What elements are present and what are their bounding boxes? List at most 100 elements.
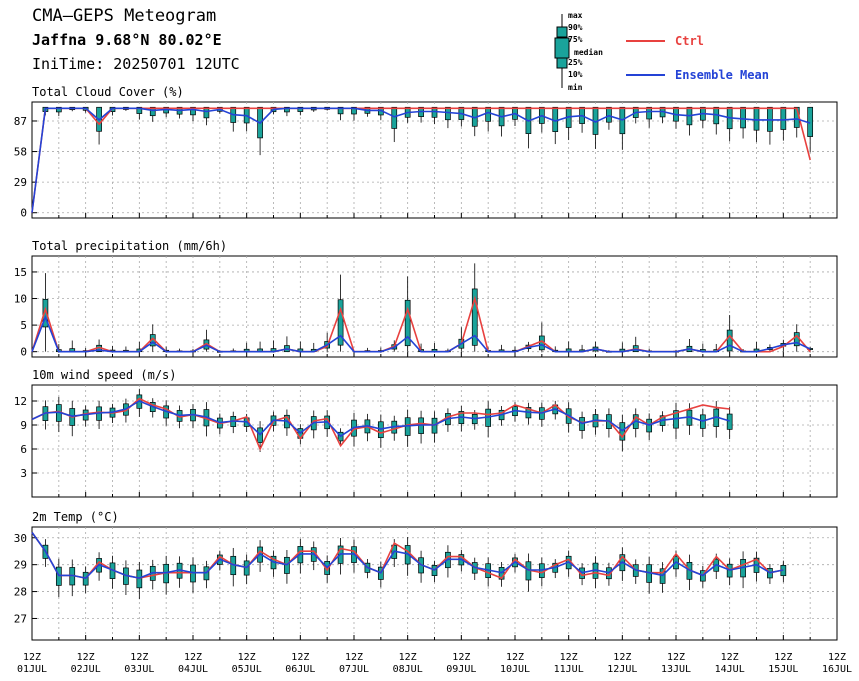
- panel-title: Total precipitation (mm/6h): [32, 239, 227, 253]
- x-tick-date: 07JUL: [339, 664, 369, 675]
- panel-1: [31, 255, 838, 358]
- box: [136, 106, 143, 114]
- box: [190, 564, 196, 583]
- box: [726, 329, 733, 352]
- box: [471, 288, 478, 346]
- key-label-2: 75%: [568, 35, 583, 44]
- panel-2: [31, 384, 838, 498]
- series-mean-line: [31, 531, 784, 579]
- x-tick-date: 01JUL: [17, 664, 47, 675]
- x-tick-hour: 12Z: [291, 652, 309, 663]
- box: [404, 299, 411, 347]
- key-box-lower: [556, 57, 568, 69]
- series-ctrl-line: [31, 107, 811, 213]
- box: [606, 106, 612, 123]
- x-tick-hour: 12Z: [399, 652, 417, 663]
- y-tick-label: 10: [14, 293, 27, 306]
- x-tick-hour: 12Z: [667, 652, 685, 663]
- x-tick-date: 11JUL: [554, 664, 584, 675]
- series-ctrl-line: [31, 397, 730, 451]
- x-tick-date: 10JUL: [500, 664, 530, 675]
- box: [780, 106, 787, 130]
- x-tick-hour: 12Z: [613, 652, 631, 663]
- panel-title: Total Cloud Cover (%): [32, 85, 184, 99]
- y-tick-label: 58: [14, 146, 27, 159]
- key-box-center: [554, 37, 570, 59]
- x-tick-date: 15JUL: [768, 664, 798, 675]
- legend-ctrl-label: Ctrl: [675, 34, 704, 48]
- chart-title: CMA—GEPS Meteogram: [32, 6, 217, 26]
- x-tick-hour: 12Z: [77, 652, 95, 663]
- x-tick-date: 12JUL: [607, 664, 637, 675]
- series-mean-line: [31, 314, 811, 353]
- x-tick-hour: 12Z: [828, 652, 846, 663]
- x-tick-hour: 12Z: [184, 652, 202, 663]
- x-tick-date: 06JUL: [285, 664, 315, 675]
- y-tick-label: 9: [20, 419, 27, 432]
- box: [55, 106, 62, 113]
- key-label-1: 90%: [568, 23, 583, 32]
- location-label: Jaffna 9.68°N 80.02°E: [32, 31, 222, 49]
- box: [391, 106, 398, 129]
- series-mean-line: [31, 107, 811, 213]
- x-tick-hour: 12Z: [774, 652, 792, 663]
- box: [190, 106, 196, 116]
- panel-3: [31, 526, 838, 641]
- x-tick-date: 05JUL: [232, 664, 262, 675]
- x-tick-hour: 12Z: [23, 652, 41, 663]
- panel-title: 10m wind speed (m/s): [32, 368, 177, 382]
- x-tick-date: 14JUL: [715, 664, 745, 675]
- key-label-4: 25%: [568, 58, 583, 67]
- x-tick-hour: 12Z: [506, 652, 524, 663]
- box: [485, 106, 492, 122]
- y-tick-label: 5: [20, 319, 27, 332]
- y-tick-label: 30: [14, 532, 27, 545]
- y-tick-label: 0: [20, 207, 27, 220]
- x-tick-date: 09JUL: [446, 664, 476, 675]
- box: [149, 106, 156, 117]
- box: [337, 299, 344, 346]
- legend-mean-label: Ensemble Mean: [675, 68, 769, 82]
- key-label-5: 10%: [568, 70, 583, 79]
- x-tick-date: 16JUL: [822, 664, 852, 675]
- box: [42, 298, 49, 328]
- box: [753, 106, 760, 131]
- box: [284, 106, 290, 113]
- panel-0: [31, 101, 838, 219]
- x-tick-date: 08JUL: [393, 664, 423, 675]
- x-tick-hour: 12Z: [721, 652, 739, 663]
- box: [297, 106, 304, 112]
- y-tick-label: 29: [14, 176, 27, 189]
- x-tick-hour: 12Z: [238, 652, 256, 663]
- box: [445, 106, 451, 121]
- y-tick-label: 15: [14, 266, 27, 279]
- x-tick-hour: 12Z: [560, 652, 578, 663]
- key-box-upper: [556, 26, 568, 38]
- key-label-3: median: [574, 47, 603, 57]
- box: [55, 566, 62, 586]
- key-label-0: max: [568, 11, 583, 20]
- x-tick-date: 03JUL: [124, 664, 154, 675]
- box: [646, 106, 653, 120]
- panel-title: 2m Temp (°C): [32, 510, 119, 524]
- box: [740, 106, 746, 129]
- y-tick-label: 27: [14, 612, 27, 625]
- key-label-6: min: [568, 82, 583, 92]
- y-tick-label: 28: [14, 586, 27, 599]
- y-tick-label: 87: [14, 115, 27, 128]
- box: [337, 106, 344, 115]
- x-tick-hour: 12Z: [130, 652, 148, 663]
- series-mean-line: [31, 400, 730, 438]
- box: [136, 569, 143, 589]
- x-tick-date: 04JUL: [178, 664, 208, 675]
- x-tick-hour: 12Z: [345, 652, 363, 663]
- x-tick-date: 13JUL: [661, 664, 691, 675]
- box: [726, 413, 733, 430]
- x-tick-date: 02JUL: [71, 664, 101, 675]
- series-ctrl-line: [31, 531, 784, 580]
- y-tick-label: 0: [20, 346, 27, 359]
- y-tick-label: 3: [20, 467, 27, 480]
- y-tick-label: 6: [20, 443, 27, 456]
- box: [351, 106, 357, 115]
